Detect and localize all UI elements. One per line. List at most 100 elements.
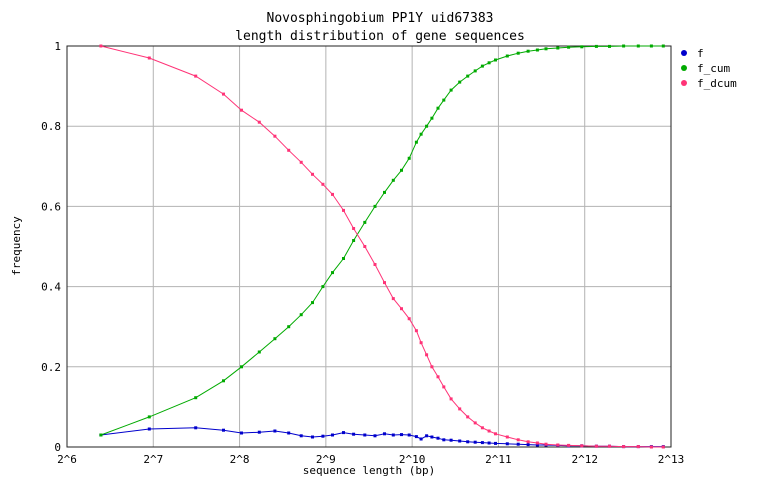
data-point-f-dcum <box>287 148 291 152</box>
data-point-f-dcum <box>608 444 611 448</box>
data-point-f-cum <box>449 88 453 92</box>
data-point-f-dcum <box>194 74 198 78</box>
data-point-f-dcum <box>516 438 520 442</box>
data-point-f <box>222 428 225 432</box>
data-point-f <box>147 427 151 431</box>
data-point-f-dcum <box>544 442 548 446</box>
data-point-f-cum <box>363 220 367 224</box>
data-point-f-cum <box>473 69 477 73</box>
legend-label: f_dcum <box>697 77 737 90</box>
series-layer <box>99 44 665 449</box>
data-point-f-dcum <box>480 426 484 430</box>
legend-label: f <box>697 47 704 60</box>
data-point-f-dcum <box>594 444 598 448</box>
data-point-f <box>240 431 243 435</box>
data-point-f-cum <box>99 433 103 437</box>
data-point-f-cum <box>257 350 261 354</box>
data-point-f-cum <box>331 271 334 275</box>
data-point-f-cum <box>287 325 291 329</box>
data-point-f <box>436 436 440 440</box>
y-tick-label: 1 <box>54 40 61 53</box>
data-point-f <box>430 435 434 439</box>
data-point-f <box>449 438 453 442</box>
data-point-f-dcum <box>273 134 277 138</box>
y-tick-label: 0.4 <box>41 281 61 294</box>
data-point-f-dcum <box>649 445 653 449</box>
data-point-f <box>299 434 303 438</box>
data-point-f-dcum <box>505 435 509 439</box>
data-point-f-dcum <box>556 443 560 447</box>
data-point-f-cum <box>567 45 571 49</box>
data-point-f-cum <box>505 54 509 58</box>
data-point-f-dcum <box>407 317 411 321</box>
data-point-f <box>273 429 277 433</box>
data-point-f <box>419 437 423 441</box>
data-point-f <box>363 433 367 437</box>
data-point-f <box>487 441 491 445</box>
data-point-f <box>516 442 520 446</box>
data-point-f-cum <box>414 140 418 144</box>
data-point-f-dcum <box>222 92 225 96</box>
data-point-f <box>311 435 314 439</box>
data-point-f-dcum <box>425 353 429 357</box>
y-tick-label: 0.8 <box>41 120 61 133</box>
data-point-f-dcum <box>299 160 303 164</box>
data-point-f-dcum <box>580 444 584 448</box>
data-point-f <box>383 432 386 436</box>
data-point-f-dcum <box>391 297 395 301</box>
data-point-f-cum <box>299 313 303 317</box>
data-point-f-cum <box>352 239 356 242</box>
data-point-f-dcum <box>414 329 418 333</box>
chart-title: Novosphingobium PP1Y uid67383 <box>267 11 494 26</box>
data-point-f <box>373 434 377 438</box>
data-point-f-dcum <box>526 440 530 444</box>
data-point-f-dcum <box>661 445 665 449</box>
data-point-f-dcum <box>383 281 386 285</box>
data-point-f-dcum <box>419 341 423 345</box>
data-point-f <box>400 433 403 437</box>
x-tick-label: 2^12 <box>571 453 598 466</box>
data-point-f-dcum <box>373 263 377 266</box>
legend-label: f_cum <box>697 62 730 75</box>
data-point-f <box>287 431 291 435</box>
data-point-f-cum <box>391 178 395 182</box>
data-point-f-cum <box>649 44 653 48</box>
data-point-f-cum <box>636 44 640 48</box>
data-point-f <box>458 439 462 443</box>
data-point-f-cum <box>487 61 491 65</box>
data-point-f-dcum <box>622 445 626 449</box>
data-point-f-cum <box>544 47 548 51</box>
data-point-f <box>342 431 345 435</box>
legend-marker <box>681 50 687 56</box>
data-point-f-cum <box>419 132 423 136</box>
data-point-f <box>407 433 411 437</box>
data-point-f <box>442 438 446 442</box>
x-tick-label: 2^7 <box>143 453 163 466</box>
data-point-f-dcum <box>466 415 470 419</box>
data-point-f-cum <box>342 257 345 260</box>
data-point-f-dcum <box>449 397 453 401</box>
data-point-f-dcum <box>321 182 325 186</box>
data-point-f-dcum <box>311 172 314 176</box>
data-point-f-cum <box>147 415 151 419</box>
data-point-f <box>391 433 395 437</box>
data-point-f-dcum <box>342 208 345 212</box>
data-point-f-dcum <box>331 192 334 196</box>
data-point-f-cum <box>608 44 611 48</box>
series-line-f-cum <box>100 45 664 436</box>
data-point-f-dcum <box>636 445 640 449</box>
x-tick-label: 2^10 <box>399 453 426 466</box>
data-point-f-cum <box>373 204 377 208</box>
data-point-f-dcum <box>352 227 356 230</box>
x-tick-label: 2^9 <box>316 453 336 466</box>
data-point-f-cum <box>516 51 520 55</box>
y-tick-label: 0.2 <box>41 361 61 374</box>
data-point-f-dcum <box>240 108 243 112</box>
data-point-f-cum <box>425 124 429 128</box>
legend-marker <box>681 80 687 86</box>
data-point-f-dcum <box>487 429 491 433</box>
legend-marker <box>681 65 687 71</box>
data-point-f-dcum <box>147 56 151 60</box>
data-point-f <box>526 443 530 447</box>
